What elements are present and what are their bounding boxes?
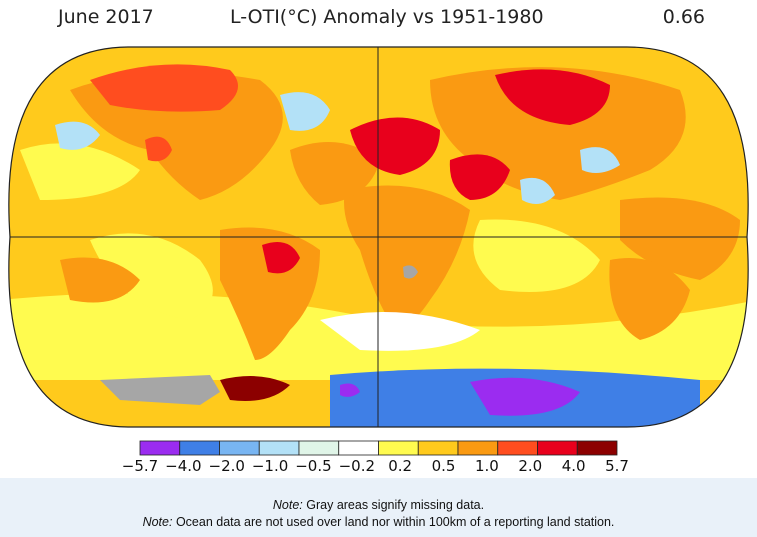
legend-tick-label: −4.0 xyxy=(165,457,201,475)
legend-swatch xyxy=(417,440,459,456)
global-mean-anomaly: 0.66 xyxy=(662,6,705,28)
legend-tick-label: −2.0 xyxy=(209,457,245,475)
legend-tick-label: −5.7 xyxy=(122,457,158,475)
region-indian-ocean-mild xyxy=(473,219,600,292)
map-date: June 2017 xyxy=(58,6,154,28)
region-missing-data-south xyxy=(100,375,220,405)
region-north-atlantic xyxy=(290,142,380,205)
region-hot-arctic-canada xyxy=(90,64,238,112)
region-cool-central-asia xyxy=(580,147,620,174)
region-australia xyxy=(609,258,690,340)
legend-colorbar xyxy=(139,440,618,456)
region-cool-india xyxy=(520,177,555,204)
region-north-pacific-mild xyxy=(20,143,140,200)
legend-tick-label: 0.2 xyxy=(388,457,412,475)
legend-tick-label: 1.0 xyxy=(475,457,499,475)
legend-swatch xyxy=(139,440,181,456)
region-africa xyxy=(344,185,470,330)
region-hot-europe xyxy=(350,117,440,175)
region-antarctica-cold-small xyxy=(340,383,360,397)
legend-swatch xyxy=(258,440,300,456)
legend-swatch xyxy=(179,440,220,456)
region-missing-data-africa xyxy=(403,265,418,279)
note-text: Ocean data are not used over land nor wi… xyxy=(172,515,615,529)
legend-tick-label: 0.5 xyxy=(432,457,456,475)
legend-swatch xyxy=(457,440,499,456)
legend-swatch xyxy=(219,440,260,456)
region-cool-alaska xyxy=(55,121,100,150)
legend-tick-label: 5.7 xyxy=(605,457,629,475)
legend-swatch xyxy=(338,440,379,456)
legend-swatch xyxy=(576,440,618,456)
region-antarctica-very-cold xyxy=(470,377,580,416)
region-hot-west-us xyxy=(145,136,172,162)
map-title: L-OTI(°C) Anomaly vs 1951-1980 xyxy=(230,6,544,28)
legend-swatch xyxy=(537,440,578,456)
notes-area: Note: Gray areas signify missing data. N… xyxy=(0,478,757,537)
legend-tick-label: −0.5 xyxy=(295,457,331,475)
region-east-pacific-mild xyxy=(90,233,213,320)
region-hot-middle-east xyxy=(449,154,510,200)
region-cool-greenland-sea xyxy=(280,92,330,131)
legend-swatch xyxy=(298,440,340,456)
region-hot-brazil xyxy=(262,241,300,274)
globe-outline xyxy=(8,46,749,428)
legend-tick-label: −1.0 xyxy=(252,457,288,475)
region-hot-antarctic-peninsula xyxy=(220,376,290,401)
legend-tick-label: −0.2 xyxy=(339,457,375,475)
legend-swatch xyxy=(378,440,419,456)
note-text: Gray areas signify missing data. xyxy=(302,498,485,512)
region-slight-cool-south-atlantic xyxy=(320,312,480,351)
note-missing-data: Note: Gray areas signify missing data. xyxy=(0,498,757,512)
note-label: Note: xyxy=(272,498,303,512)
map-panel: −5.7 −4.0 −2.0 −1.0 −0.5 −0.2 0.2 0.5 1.0 2.0 4.0 5… xyxy=(8,6,749,475)
legend-tick-label: 2.0 xyxy=(518,457,542,475)
region-hot-siberia xyxy=(495,69,610,125)
legend-tick-label: 4.0 xyxy=(562,457,586,475)
legend-swatch xyxy=(497,440,538,456)
region-south-pacific xyxy=(60,257,140,303)
note-label: Note: xyxy=(142,515,173,529)
anomaly-map: −5.7 −4.0 −2.0 −1.0 −0.5 −0.2 0.2 0.5 1.0 2.0 4.0 5… xyxy=(8,46,749,475)
note-ocean-data: Note: Ocean data are not used over land … xyxy=(0,515,757,529)
region-west-pacific xyxy=(620,197,740,280)
legend-tick-labels: −5.7 −4.0 −2.0 −1.0 −0.5 −0.2 0.2 0.5 1.0 2.0 4.0 5… xyxy=(122,457,629,475)
